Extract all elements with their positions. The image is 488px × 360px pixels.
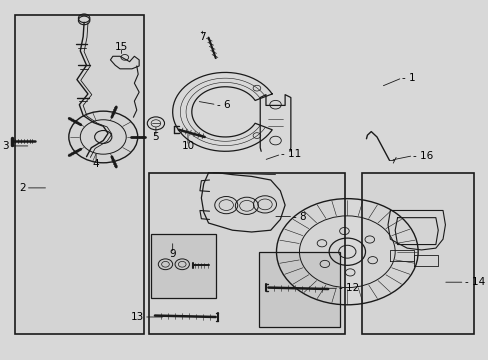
Text: 4: 4 [93, 159, 99, 169]
Bar [148, 173, 344, 334]
Text: 9: 9 [169, 248, 176, 258]
Text: - 11: - 11 [281, 149, 301, 159]
Text: - 1: - 1 [402, 73, 415, 83]
Text: 7: 7 [199, 32, 205, 41]
Bar [258, 252, 340, 327]
Text: 13: 13 [130, 312, 143, 322]
Text: 2: 2 [19, 183, 26, 193]
Bar [15, 15, 143, 334]
Text: 15: 15 [115, 42, 128, 52]
Text: - 8: - 8 [293, 212, 306, 221]
Text: - 16: - 16 [412, 150, 433, 161]
Bar [361, 173, 473, 334]
Text: - 14: - 14 [464, 277, 484, 287]
Text: 10: 10 [181, 141, 194, 151]
Text: - 12: - 12 [338, 283, 358, 293]
Text: 3: 3 [2, 141, 8, 151]
Text: 5: 5 [152, 132, 159, 142]
Bar [151, 234, 215, 298]
Text: - 6: - 6 [216, 100, 230, 110]
